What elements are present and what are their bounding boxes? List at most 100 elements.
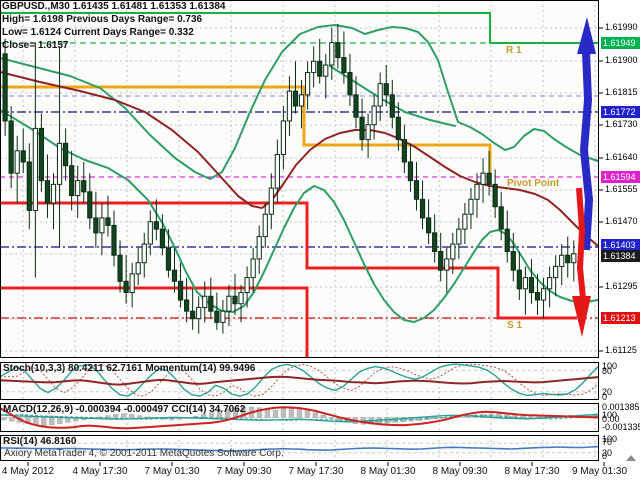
- cci-line: [0, 406, 600, 430]
- candle-body: [99, 217, 105, 234]
- candle-body: [159, 228, 166, 249]
- macd-histogram-bar: [272, 409, 279, 418]
- candle-body: [135, 262, 141, 275]
- candle-body: [335, 42, 341, 59]
- candle-body: [184, 299, 190, 312]
- candle-body: [87, 191, 93, 219]
- copyright-text: Axiory MetaTrader 4, © 2001-2011 MetaQuo…: [4, 448, 284, 459]
- pivot-point-label: Pivot Point: [507, 178, 560, 189]
- candle-body: [438, 251, 444, 271]
- candle-body: [171, 269, 178, 282]
- time-label: 8 May 17:30: [504, 466, 560, 477]
- price-tag: 1.61384: [601, 250, 640, 262]
- resistance-step: [0, 12, 598, 44]
- support-step-lower: [0, 286, 309, 357]
- candle-body: [377, 83, 383, 107]
- candle-body: [153, 221, 159, 230]
- time-label: 9 May 01:30: [572, 466, 628, 477]
- price-tag: 1.61594: [601, 171, 640, 183]
- time-label: 7 May 01:30: [144, 466, 200, 477]
- candle-body: [50, 183, 57, 204]
- candle-body: [286, 90, 293, 122]
- macd-cci-panel-scale-label: 0.001385: [602, 402, 640, 412]
- candle-body: [341, 57, 347, 73]
- macd-cci-panel-border: [0, 403, 599, 432]
- rsi-line: [0, 445, 600, 452]
- candle-body: [432, 232, 438, 253]
- up-trend-arrow-head: [577, 17, 596, 54]
- candle-body: [38, 127, 44, 182]
- rsi-panel-scale-label: 100: [602, 434, 618, 444]
- stoch-signal: [0, 363, 600, 397]
- candle-body: [534, 292, 541, 301]
- candle-body: [540, 288, 547, 301]
- low-range-line: Low= 1.6124 Current Days Range= 0.332: [2, 27, 194, 38]
- candle-body: [571, 253, 577, 264]
- candle-body: [93, 217, 99, 234]
- candle-body: [262, 213, 268, 238]
- price-tag: 1.61403: [601, 239, 640, 251]
- macd-histogram-bar: [320, 414, 326, 418]
- price-label: 1.61470: [605, 216, 638, 226]
- candle-body: [547, 277, 553, 290]
- time-label: 8 May 09:30: [432, 466, 488, 477]
- candle-body: [165, 247, 172, 271]
- rsi-panel-scale-label: 30: [602, 448, 613, 458]
- candle-body: [202, 295, 208, 308]
- stochastic-panel-scale-label: 20: [602, 387, 613, 397]
- s1-label: S 1: [507, 320, 523, 331]
- candle-body: [444, 258, 450, 271]
- macd-cci-panel-scale-label: -0.001335: [602, 422, 640, 432]
- price-label: 1.61990: [605, 22, 638, 32]
- candle-body: [196, 306, 202, 320]
- macd-panel-label: MACD(12,26,9) -0.000394 -0.000497 CCI(14…: [3, 404, 246, 415]
- bollinger-lower: [0, 109, 599, 323]
- macd-histogram-bar: [280, 408, 287, 418]
- candle-body: [510, 251, 516, 271]
- candle-body: [462, 213, 468, 230]
- macd-histogram-bar: [105, 415, 111, 418]
- candle-body: [565, 254, 571, 264]
- candle-body: [244, 277, 250, 294]
- macd-histogram-bar: [113, 414, 119, 418]
- macd-histogram-bar: [224, 408, 231, 418]
- macd-histogram-bar: [200, 414, 207, 418]
- candle-body: [474, 183, 480, 200]
- price-label: 1.61815: [605, 87, 638, 97]
- macd-histogram-bar: [9, 417, 15, 422]
- candle-body: [305, 71, 311, 96]
- close-line: Close= 1.6157: [2, 40, 69, 51]
- candle-body: [44, 180, 51, 204]
- candle-body: [56, 142, 63, 185]
- macd-histogram-bar: [240, 406, 247, 418]
- candle-body: [226, 295, 232, 312]
- candle-body: [359, 116, 365, 141]
- candle-body: [26, 161, 32, 211]
- candle-body: [14, 150, 20, 174]
- price-label: 1.61125: [605, 345, 637, 355]
- candle-body: [147, 221, 153, 245]
- candle-body: [274, 154, 280, 189]
- candle-body: [395, 116, 401, 141]
- price-label: 1.61900: [605, 55, 638, 65]
- candle-body: [522, 277, 528, 290]
- candle-body: [123, 280, 129, 294]
- candle-body: [256, 236, 262, 260]
- candle-body: [480, 172, 486, 185]
- price-tag: 1.61949: [601, 37, 640, 49]
- macd-histogram-bar: [41, 417, 47, 426]
- price-tag: 1.61213: [601, 312, 640, 324]
- time-label: 8 May 01:30: [360, 466, 416, 477]
- stochastic-panel-scale-label: 100: [602, 361, 618, 371]
- candle-body: [426, 217, 432, 234]
- price-tag: 1.61772: [601, 106, 640, 118]
- macd-histogram-bar: [256, 407, 263, 418]
- stoch-panel-label: Stoch(10,3,3) 80.4211 62.7161 Momentum(1…: [3, 363, 256, 374]
- candle-body: [2, 53, 8, 122]
- candle-body: [298, 94, 305, 107]
- macd-histogram-bar: [129, 414, 135, 418]
- macd-main: [0, 413, 600, 423]
- candle-body: [347, 71, 353, 96]
